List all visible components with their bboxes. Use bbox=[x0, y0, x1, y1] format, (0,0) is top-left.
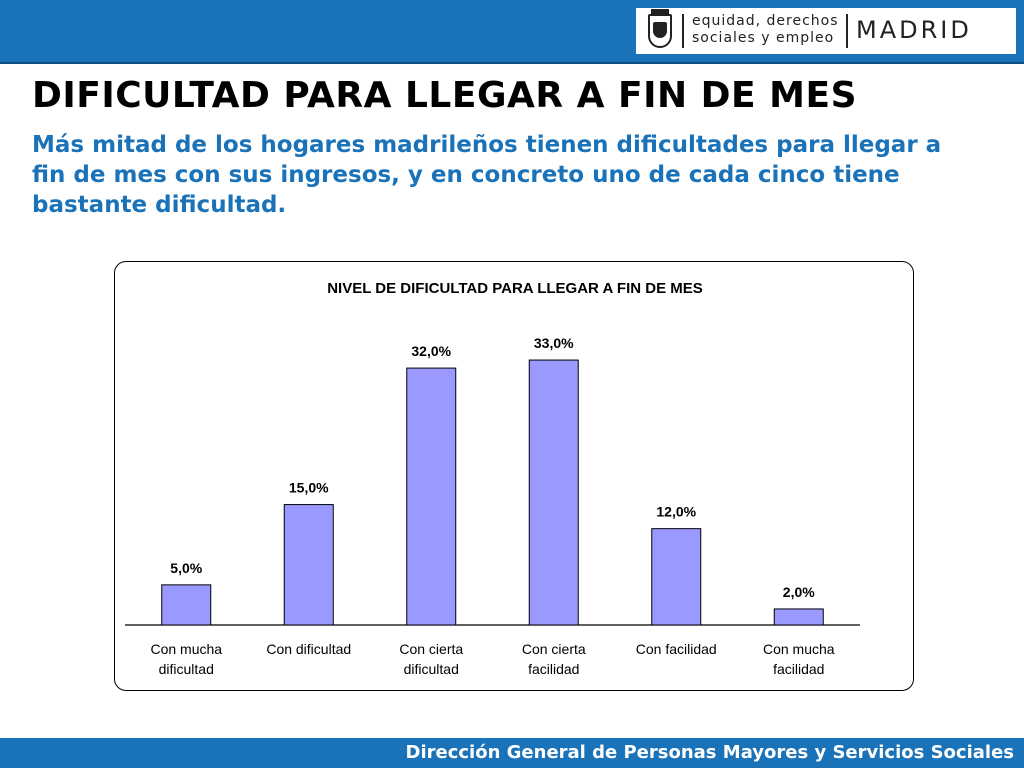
logo-city-name: MADRID bbox=[856, 16, 972, 44]
logo-divider bbox=[846, 14, 848, 48]
logo-department: equidad, derechos sociales y empleo bbox=[692, 13, 842, 47]
madrid-logo: equidad, derechos sociales y empleo MADR… bbox=[636, 8, 1016, 54]
bar bbox=[283, 504, 334, 626]
bar bbox=[773, 608, 824, 626]
footer-bar: Dirección General de Personas Mayores y … bbox=[0, 738, 1024, 768]
logo-department-line-1: equidad, derechos bbox=[692, 13, 839, 29]
category-label: Con cierta bbox=[399, 641, 463, 657]
bar bbox=[406, 367, 457, 626]
logo-department-line-2: sociales y empleo bbox=[692, 30, 835, 46]
category-label: dificultad bbox=[159, 661, 214, 677]
data-label: 5,0% bbox=[170, 560, 202, 576]
bar bbox=[651, 528, 702, 626]
bar bbox=[528, 359, 579, 626]
bar-chart: NIVEL DE DIFICULTAD PARA LLEGAR A FIN DE… bbox=[125, 280, 860, 677]
chart-title: NIVEL DE DIFICULTAD PARA LLEGAR A FIN DE… bbox=[327, 280, 703, 297]
category-label: facilidad bbox=[528, 661, 579, 677]
data-label: 33,0% bbox=[534, 335, 574, 351]
page-title: DIFICULTAD PARA LLEGAR A FIN DE MES bbox=[32, 75, 858, 116]
coat-of-arms-icon bbox=[648, 9, 672, 48]
logo-divider bbox=[682, 14, 684, 48]
category-label: dificultad bbox=[404, 661, 459, 677]
data-label: 32,0% bbox=[411, 343, 451, 359]
header-bar: equidad, derechos sociales y empleo MADR… bbox=[0, 0, 1024, 64]
data-label: 2,0% bbox=[783, 584, 815, 600]
category-label: Con mucha bbox=[150, 641, 222, 657]
bar bbox=[161, 584, 212, 626]
category-label: Con mucha bbox=[763, 641, 835, 657]
chart-panel: NIVEL DE DIFICULTAD PARA LLEGAR A FIN DE… bbox=[114, 261, 914, 691]
category-label: Con dificultad bbox=[266, 641, 351, 657]
page-subtitle: Más mitad de los hogares madrileños tien… bbox=[32, 132, 942, 218]
category-label: facilidad bbox=[773, 661, 824, 677]
category-label: Con facilidad bbox=[636, 641, 717, 657]
category-label: Con cierta bbox=[522, 641, 586, 657]
data-label: 15,0% bbox=[289, 480, 329, 496]
data-label: 12,0% bbox=[656, 504, 696, 520]
footer-text: Dirección General de Personas Mayores y … bbox=[405, 742, 1015, 763]
